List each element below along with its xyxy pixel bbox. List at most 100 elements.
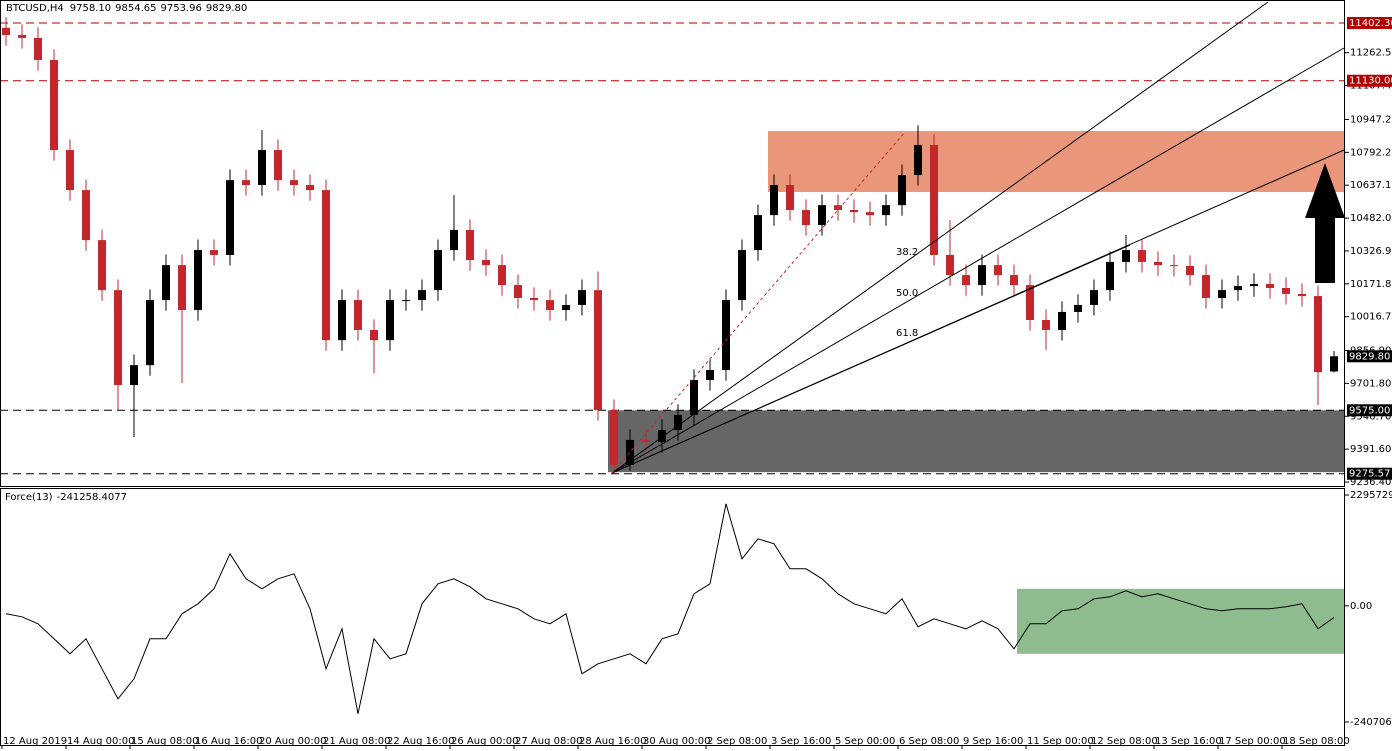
level-tag <box>1347 467 1392 480</box>
x-tick-label: 6 Sep 08:00 <box>899 736 959 747</box>
x-tick-label: 14 Aug 00:00 <box>67 736 134 747</box>
y-tick-label: 10326.90 <box>1350 246 1392 257</box>
x-tick-label: 20 Aug 00:00 <box>259 736 326 747</box>
x-tick-label: 15 Aug 08:00 <box>131 736 198 747</box>
candle-body <box>1042 320 1050 330</box>
candle-body <box>1138 250 1146 262</box>
fib-label: 50.0 <box>896 288 918 299</box>
candle-body <box>338 300 346 341</box>
candle-body <box>658 429 666 443</box>
candle-body <box>2 27 10 35</box>
candle-body <box>1330 356 1338 372</box>
candle-body <box>386 300 394 341</box>
fan-line <box>611 47 1345 474</box>
candle-body <box>1170 265 1178 267</box>
y-tick-label: -2407060. <box>1350 717 1392 728</box>
force-header: Force(13) -241258.4077 <box>5 492 127 503</box>
candle-body <box>226 180 234 255</box>
candle-body <box>994 265 1002 276</box>
y-tick-label: 11262.50 <box>1350 48 1392 59</box>
x-tick-label: 16 Aug 16:00 <box>195 736 262 747</box>
x-tick-label: 21 Aug 08:00 <box>323 736 390 747</box>
candle-body <box>1234 286 1242 291</box>
y-tick-label: 9546.70 <box>1350 411 1391 422</box>
candle-body <box>690 379 698 415</box>
symbol-header: BTCUSD,H4 9758.10 9854.65 9753.96 9829.80 <box>6 3 247 14</box>
candle-body <box>898 175 906 206</box>
ohlc-high: 9854.65 <box>115 3 156 14</box>
ohlc-low: 9753.96 <box>161 3 202 14</box>
level-label: 9275.57 <box>1349 469 1390 480</box>
candle-body <box>802 210 810 226</box>
y-tick-label: 9701.80 <box>1350 378 1391 389</box>
candle-body <box>258 150 266 186</box>
fib-label: 61.8 <box>896 328 918 339</box>
candle-body <box>210 250 218 255</box>
x-tick-label: 18 Sep 08:00 <box>1283 736 1350 747</box>
y-tick-label: 10171.80 <box>1350 279 1392 290</box>
candle-body <box>722 300 730 371</box>
candle-body <box>882 205 890 216</box>
price-zone <box>768 130 1345 193</box>
x-tick-label: 3 Sep 16:00 <box>771 736 831 747</box>
candle-body <box>130 365 138 386</box>
arrow-up <box>1305 163 1345 283</box>
candle-body <box>962 275 970 286</box>
x-tick-label: 28 Aug 16:00 <box>579 736 646 747</box>
candle-body <box>642 439 650 443</box>
x-tick-label: 26 Aug 00:00 <box>451 736 518 747</box>
candle-body <box>1266 283 1274 289</box>
force-title: Force(13) <box>5 492 53 503</box>
x-tick-label: 5 Sep 00:00 <box>835 736 895 747</box>
level-tag <box>1347 17 1392 30</box>
x-tick-label: 22 Aug 16:00 <box>387 736 454 747</box>
candle-body <box>930 144 938 255</box>
candle-body <box>322 190 330 341</box>
candle-body <box>1058 311 1066 330</box>
candle-body <box>498 265 506 286</box>
x-tick-label: 12 Sep 08:00 <box>1091 736 1158 747</box>
candle-body <box>178 265 186 311</box>
plot <box>0 17 1345 714</box>
candle-body <box>146 300 154 366</box>
candle-body <box>34 37 42 60</box>
level-label: 11130.00 <box>1349 76 1392 87</box>
candle-body <box>834 205 842 211</box>
candle-body <box>50 59 58 151</box>
y-tick-label: 9391.60 <box>1350 444 1391 455</box>
level-label: 9575.00 <box>1349 405 1390 416</box>
candle-body <box>402 300 410 302</box>
x-tick-label: 27 Aug 08:00 <box>515 736 582 747</box>
candle-body <box>370 329 378 341</box>
candle-body <box>1298 293 1306 297</box>
price-tag-label: 9829.80 <box>1349 351 1390 362</box>
level-label: 11402.30 <box>1349 18 1392 29</box>
candle-body <box>242 180 250 186</box>
fib-label: 38.2 <box>896 247 918 258</box>
y-tick-label: 10947.20 <box>1350 114 1392 125</box>
candle-body <box>1122 250 1130 262</box>
candle-body <box>1074 304 1082 312</box>
force-line <box>5 503 1335 714</box>
candle-body <box>434 250 442 291</box>
ohlc-open: 9758.10 <box>70 3 111 14</box>
candle-body <box>530 297 538 301</box>
candle-body <box>578 290 586 305</box>
candle-body <box>706 370 714 380</box>
x-tick-label: 2 Sep 08:00 <box>707 736 767 747</box>
y-tick-label: 10792.20 <box>1350 147 1392 158</box>
candle-body <box>770 185 778 216</box>
price-zone <box>608 410 1345 473</box>
price-frame <box>0 0 1345 487</box>
candle-body <box>738 250 746 301</box>
symbol: BTCUSD,H4 <box>6 3 64 14</box>
x-tick-label: 17 Sep 00:00 <box>1219 736 1286 747</box>
candle-body <box>946 254 954 276</box>
price-tag <box>1347 350 1392 363</box>
x-tick-label: 12 Aug 2019 <box>3 736 67 747</box>
candle-body <box>1026 285 1034 321</box>
candle-body <box>674 414 682 430</box>
candle-body <box>754 215 762 251</box>
y-tick-label: 9236.40 <box>1350 477 1391 488</box>
